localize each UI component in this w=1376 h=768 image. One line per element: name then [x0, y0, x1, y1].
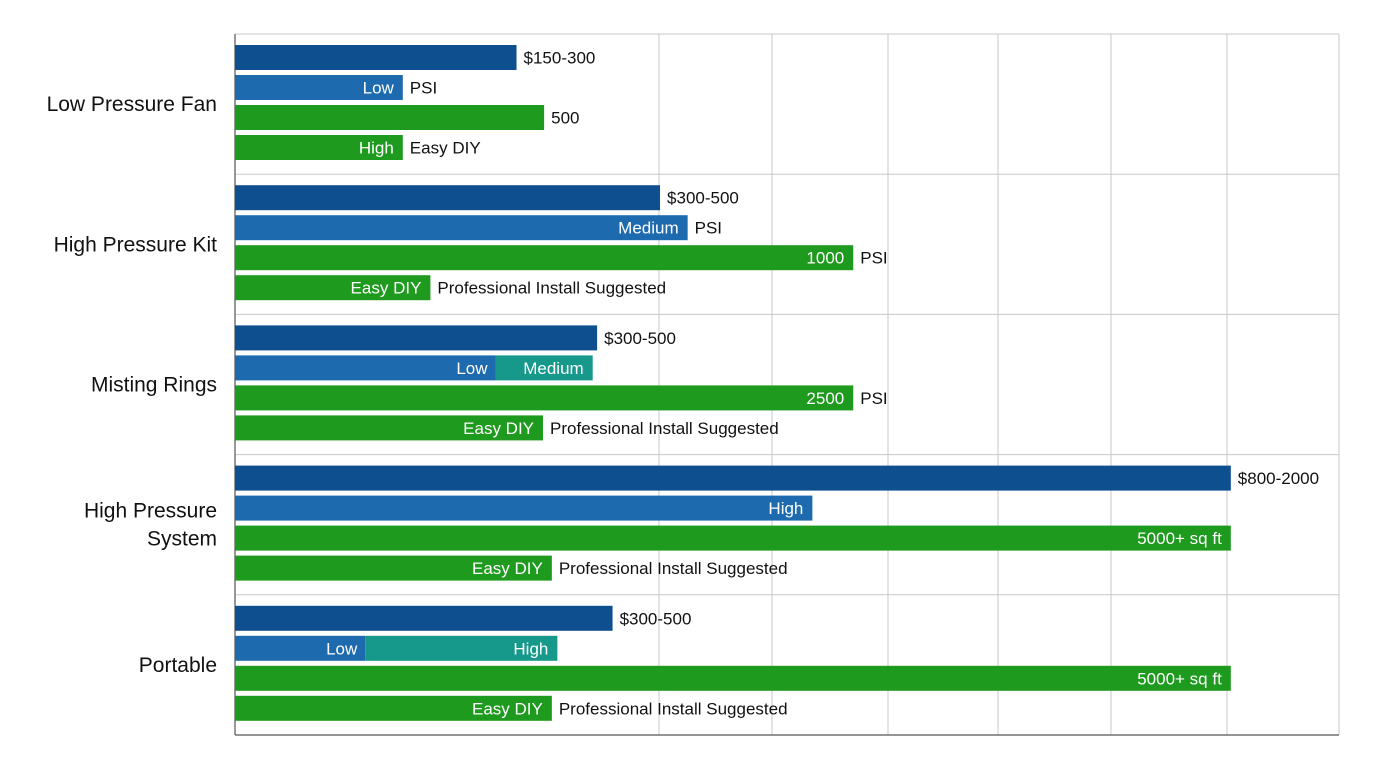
bar [235, 465, 1231, 491]
bar-inner-label: 2500 [806, 389, 844, 408]
category-label: Portable [139, 654, 217, 677]
bar [235, 415, 544, 441]
bar [235, 635, 366, 661]
bar [235, 215, 688, 241]
bar-value-label: PSI [410, 79, 437, 98]
category-label: Low Pressure Fan [47, 93, 217, 116]
bar [235, 135, 403, 160]
bar-value-label: $300-500 [604, 329, 676, 348]
bar-inner-label: Easy DIY [463, 419, 534, 438]
bar-inner-label: Medium [618, 219, 678, 238]
category-label: High Pressure Kit [54, 233, 218, 256]
bar-inner-label: Low [363, 79, 395, 98]
bar [235, 495, 813, 521]
bar-inner-label: Easy DIY [472, 559, 543, 578]
bar [235, 245, 854, 271]
bar [235, 355, 496, 381]
bar-inner-label: High [359, 139, 394, 158]
bar-value-label: PSI [860, 389, 887, 408]
bar-inner-label: Easy DIY [472, 699, 543, 718]
bars: $150-300 Low PSI 500 High Easy DIY $300-500 Med… [235, 45, 1319, 721]
bar-group: $300-500 Low Medium 2500 PSI Easy DIY Professi… [235, 325, 888, 441]
bar-value-label: PSI [860, 249, 887, 268]
bar [235, 45, 517, 70]
bar-inner-label: Easy DIY [351, 279, 422, 298]
bar-inner-label: Low [326, 639, 358, 658]
bar-segment [365, 635, 558, 661]
bar-inner-label: 1000 [806, 249, 844, 268]
bar-value-label: $300-500 [667, 189, 739, 208]
bar-inner-label: 5000+ sq ft [1137, 529, 1222, 548]
bar-value-label: $800-2000 [1238, 469, 1319, 488]
bar-inner-label: High [768, 499, 803, 518]
bar-group: $300-500 Medium PSI 1000 PSI Easy DIY Professi… [235, 185, 888, 301]
bar [235, 525, 1231, 551]
bar [235, 665, 1231, 691]
bar-value-label: Professional Install Suggested [559, 699, 788, 718]
bar-value-label: Easy DIY [410, 139, 481, 158]
category-label: High Pressure System [84, 500, 217, 551]
bar-group: $300-500 Low High 5000+ sq ft Easy DIY Profes… [235, 605, 1231, 721]
grid [234, 33, 1340, 736]
bar [235, 105, 545, 130]
bar-segment [495, 355, 593, 381]
bar-value-label: Professional Install Suggested [559, 559, 788, 578]
bar [235, 605, 613, 631]
category-labels: Low Pressure Fan High Pressure Kit Misting… [47, 93, 218, 677]
bar-value-label: $150-300 [524, 49, 596, 68]
bar-group: $800-2000 High 5000+ sq ft Easy DIY Professi… [235, 465, 1319, 581]
bar-value-label: Professional Install Suggested [550, 419, 779, 438]
bar-value-label: PSI [695, 219, 722, 238]
bar-inner-label: Medium [523, 359, 583, 378]
bar [235, 275, 431, 301]
bar [235, 185, 661, 211]
bar-inner-label: Low [456, 359, 488, 378]
bar-inner-label: High [513, 639, 548, 658]
bar-value-label: Professional Install Suggested [437, 279, 666, 298]
bar [235, 325, 598, 351]
bar [235, 75, 403, 100]
bar-value-label: $300-500 [620, 609, 692, 628]
bar-inner-label: 5000+ sq ft [1137, 669, 1222, 688]
bar [235, 695, 552, 721]
bar [235, 385, 854, 411]
bar-group: $150-300 Low PSI 500 High Easy DIY [235, 45, 595, 160]
bar-value-label: 500 [551, 109, 579, 128]
bar [235, 555, 552, 581]
category-label: Misting Rings [91, 374, 217, 397]
